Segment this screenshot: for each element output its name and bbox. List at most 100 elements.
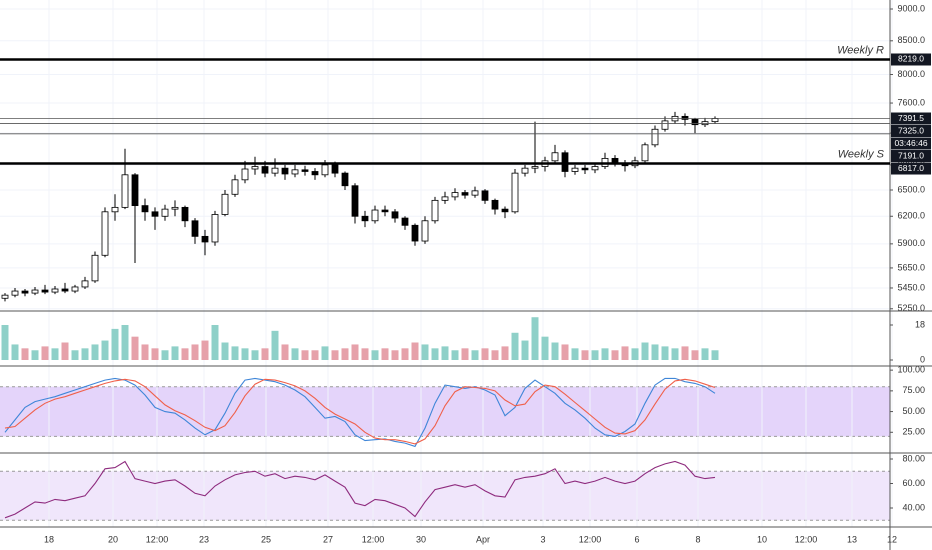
band xyxy=(0,471,890,521)
candle-body xyxy=(681,115,689,120)
volume-bar xyxy=(141,344,149,360)
candle-body xyxy=(271,167,279,174)
candle-body xyxy=(451,192,459,198)
candle-body xyxy=(711,118,719,123)
volume-bar xyxy=(201,340,209,360)
candle-body xyxy=(581,167,589,171)
volume-bar xyxy=(41,346,49,360)
candle-body xyxy=(501,208,509,213)
candle-body xyxy=(551,152,559,162)
x-tick-label: 12:00 xyxy=(362,534,385,544)
candle-body xyxy=(641,144,649,162)
volume-bar xyxy=(291,348,299,360)
volume-bar xyxy=(601,348,609,360)
x-tick-label: 18 xyxy=(44,534,54,544)
candle-body xyxy=(21,290,29,294)
y-tick-label: 5650.0 xyxy=(897,262,925,272)
price-label-box xyxy=(891,137,931,150)
candle-body xyxy=(61,288,69,292)
volume-bar xyxy=(251,350,259,360)
volume-bar xyxy=(651,344,659,360)
volume-bar xyxy=(591,350,599,360)
volume-bar xyxy=(361,348,369,360)
candle-body xyxy=(471,190,479,196)
price-label-box xyxy=(891,53,931,66)
x-tick-label: 25 xyxy=(261,534,271,544)
y-tick-label: 5900.0 xyxy=(897,238,925,248)
volume-bar xyxy=(21,348,29,360)
volume-bar xyxy=(71,350,79,360)
volume-bar xyxy=(421,344,429,360)
volume-bar xyxy=(571,348,579,360)
volume-bar xyxy=(691,350,699,360)
volume-bar xyxy=(681,346,689,360)
volume-bar xyxy=(231,346,239,360)
y-tick-label: 0 xyxy=(920,354,925,364)
y-tick-label: 60.00 xyxy=(902,478,925,488)
candle-body xyxy=(231,179,239,195)
volume-bar xyxy=(321,346,329,360)
candle-body xyxy=(41,289,49,293)
price-label: 03:46:46 xyxy=(894,138,927,148)
price-label: 7391.5 xyxy=(898,113,924,123)
volume-bar xyxy=(271,330,279,360)
volume-bar xyxy=(371,350,379,360)
volume-bar xyxy=(121,325,129,360)
x-tick-label: 12:00 xyxy=(579,534,602,544)
price-label-box xyxy=(891,112,931,125)
indicator-line xyxy=(4,378,716,445)
y-tick-label: 100.00 xyxy=(897,365,925,375)
candle-body xyxy=(571,167,579,172)
volume-bar xyxy=(221,342,229,360)
candle-body xyxy=(331,164,339,174)
x-tick-label: 12 xyxy=(887,534,897,544)
volume-bar xyxy=(561,344,569,360)
candle-body xyxy=(121,174,129,208)
candle-body xyxy=(481,190,489,201)
x-tick-label: 12:00 xyxy=(146,534,169,544)
volume-bar xyxy=(111,328,119,360)
candle-body xyxy=(401,217,409,226)
volume-bar xyxy=(281,344,289,360)
candle-body xyxy=(521,167,529,174)
volume-bar xyxy=(1,325,9,360)
y-tick-label: 80.00 xyxy=(902,453,925,463)
volume-bar xyxy=(441,346,449,360)
volume-bar xyxy=(81,348,89,360)
candle-body xyxy=(291,169,299,175)
volume-bar xyxy=(551,342,559,360)
y-tick-label: 75.00 xyxy=(902,385,925,395)
candle-body xyxy=(221,193,229,215)
candle-body xyxy=(301,169,309,172)
candle-body xyxy=(491,199,499,210)
candle-body xyxy=(281,167,289,175)
volume-bar xyxy=(661,346,669,360)
volume-bar xyxy=(631,348,639,360)
price-label-box xyxy=(891,125,931,138)
volume-bar xyxy=(211,325,219,360)
price-label: 6817.0 xyxy=(898,163,924,173)
candle-body xyxy=(251,166,259,170)
volume-bar xyxy=(701,348,709,360)
volume-bar xyxy=(461,348,469,360)
volume-bar xyxy=(161,350,169,360)
candle-body xyxy=(341,172,349,187)
x-tick-label: Apr xyxy=(476,534,490,544)
volume-bar xyxy=(131,336,139,360)
y-tick-label: 40.00 xyxy=(902,502,925,512)
volume-bar xyxy=(431,348,439,360)
volume-bar xyxy=(351,344,359,360)
volume-bar xyxy=(451,350,459,360)
candle-body xyxy=(111,206,119,213)
volume-bar xyxy=(181,348,189,360)
y-tick-label: 6200.0 xyxy=(897,211,925,221)
volume-bar xyxy=(11,344,19,360)
volume-bar xyxy=(511,332,519,360)
volume-bar xyxy=(541,336,549,360)
volume-bar xyxy=(241,348,249,360)
volume-bar xyxy=(391,350,399,360)
candle-body xyxy=(371,209,379,222)
candle-body xyxy=(431,199,439,222)
candle-body xyxy=(211,214,219,243)
